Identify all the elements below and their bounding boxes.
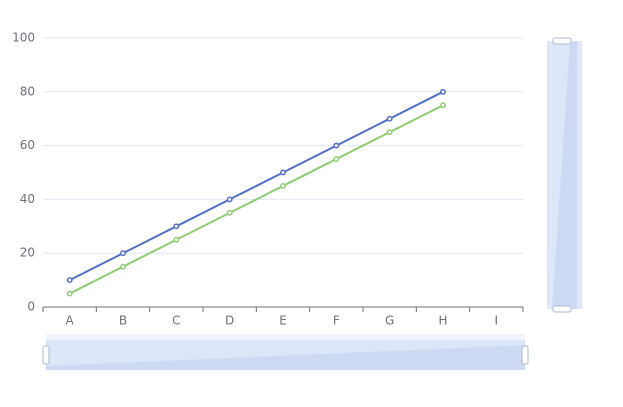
x-tick-label: D <box>225 314 234 328</box>
point <box>440 102 446 109</box>
point <box>173 236 180 243</box>
slider-window <box>547 41 577 309</box>
series-line <box>69 104 444 295</box>
x-tick-label: C <box>172 314 180 328</box>
slider-handle[interactable] <box>42 345 50 365</box>
point <box>120 250 126 257</box>
slider-shadow <box>46 345 525 370</box>
point <box>226 209 233 216</box>
y-tick-label: 20 <box>20 246 35 260</box>
point <box>226 196 233 203</box>
x-zoom-slider[interactable] <box>42 334 529 370</box>
x-tick-label: I <box>495 314 499 328</box>
y-tick-label: 100 <box>12 31 35 45</box>
x-tick-label: A <box>66 314 75 328</box>
x-tick-label: H <box>438 314 447 328</box>
point <box>66 277 73 284</box>
point <box>333 142 340 149</box>
point <box>333 156 340 163</box>
y-zoom-slider[interactable] <box>547 37 582 313</box>
slider-handle[interactable] <box>552 305 572 313</box>
series-line <box>69 90 444 281</box>
slider-window <box>46 340 525 370</box>
point <box>66 290 73 297</box>
point <box>386 115 393 122</box>
point <box>173 223 180 230</box>
x-tick-label: E <box>279 314 287 328</box>
x-tick-label: F <box>333 314 340 328</box>
y-tick-label: 80 <box>20 84 35 98</box>
slider-shadow <box>552 41 582 309</box>
point <box>440 88 446 95</box>
y-tick-label: 0 <box>27 300 35 314</box>
y-tick-label: 60 <box>20 138 35 152</box>
point <box>280 169 286 176</box>
point <box>280 183 286 189</box>
x-tick-label: B <box>119 314 127 328</box>
y-tick-label: 40 <box>20 192 35 206</box>
x-tick-label: G <box>385 314 394 328</box>
slider-handle[interactable] <box>552 37 572 45</box>
point <box>386 129 393 136</box>
point <box>120 263 126 270</box>
slider-handle[interactable] <box>521 345 529 365</box>
